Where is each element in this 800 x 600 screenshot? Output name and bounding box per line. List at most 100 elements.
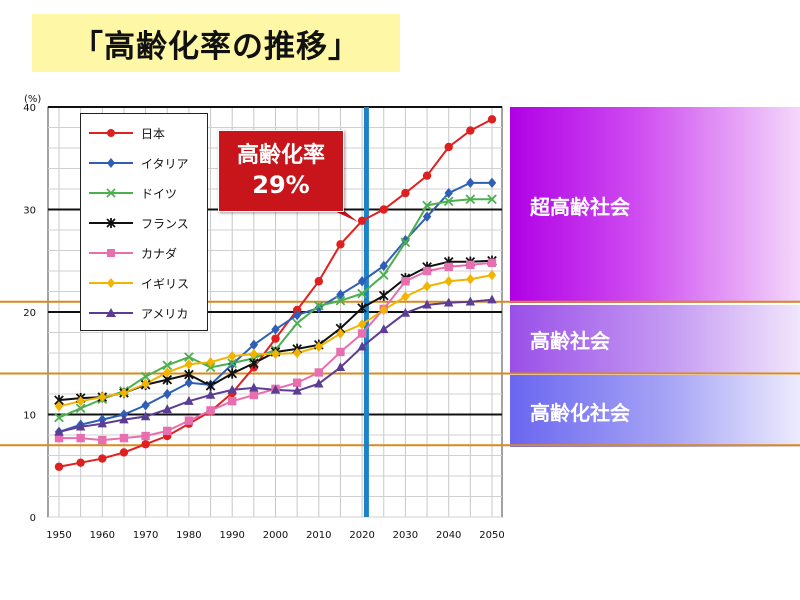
x-tick-label: 1980 [176,530,201,541]
x-tick-label: 1960 [90,530,115,541]
data-point-4-7 [206,406,215,415]
x-tick-label: 1970 [133,530,158,541]
data-point-0-17 [422,171,432,180]
data-point-6-10 [270,384,281,394]
legend-item: カナダ [87,238,207,268]
data-point-6-7 [205,389,216,399]
band-aging-society: 高齢化社会 [510,375,800,447]
data-point-0-1 [76,458,85,467]
y-tick-label: 20 [23,308,36,319]
callout-title: 高齢化率 [236,143,325,168]
data-point-2-12 [313,301,324,311]
data-point-0-10 [271,334,280,343]
data-point-2-13 [335,295,346,306]
data-point-4-11 [292,378,302,387]
data-point-6-5 [162,404,172,414]
data-point-2-17 [422,200,432,211]
data-point-5-14 [357,319,367,330]
data-point-1-19 [466,177,475,189]
band-label-super-aged: 超高齢社会 [530,194,630,219]
x-tick-label: 2030 [393,530,418,541]
data-point-1-16 [401,235,410,246]
data-point-1-13 [336,289,345,300]
data-point-0-2 [98,454,107,463]
data-point-2-16 [400,237,411,248]
data-point-1-9 [249,339,259,350]
data-point-0-12 [314,277,323,286]
data-point-5-19 [466,274,475,285]
data-point-0-20 [487,115,497,124]
data-point-4-14 [357,329,367,338]
legend-item: イギリス [87,268,207,298]
data-point-6-11 [292,385,302,395]
legend-label: ドイツ [141,186,178,201]
legend-label: アメリカ [141,306,189,321]
data-point-6-16 [400,307,411,317]
data-point-5-9 [249,348,259,360]
band-label-aged: 高齢社会 [530,328,610,353]
data-point-1-18 [444,187,453,199]
y-tick-label: 0 [30,513,36,524]
data-point-5-3 [119,387,129,399]
legend-label: イタリア [141,156,189,171]
data-point-2-6 [184,352,194,362]
band-aged-society: 高齢社会 [510,305,800,373]
data-point-5-4 [141,378,150,389]
legend-item: 日本 [87,118,207,148]
data-point-6-6 [184,395,194,405]
data-point-1-4 [141,400,150,411]
callout-value: 29% [252,171,310,199]
band-label-aging: 高齢化社会 [530,400,630,425]
x-tick-label: 2050 [479,530,504,541]
data-point-0-16 [401,188,410,198]
data-point-5-8 [228,350,237,362]
data-point-0-4 [141,440,150,449]
data-point-2-11 [292,318,302,329]
data-point-4-5 [163,426,172,436]
y-axis-label: (%) [24,94,41,105]
data-point-6-8 [227,384,237,394]
page-title: 「高齢化率の推移」 [72,28,360,65]
data-point-0-0 [54,462,64,471]
data-point-4-1 [76,433,85,443]
legend-label: 日本 [141,126,166,141]
data-point-3-6 [184,369,194,380]
data-point-0-3 [119,448,129,457]
legend-label: カナダ [141,246,178,261]
data-point-5-11 [292,347,302,359]
chart-legend: 日本イタリアドイツフランスカナダイギリスアメリカ [80,113,208,331]
data-point-6-15 [379,324,389,334]
data-point-5-12 [314,341,323,353]
title-box: 「高齢化率の推移」 [32,14,400,72]
data-point-5-5 [163,367,172,378]
data-point-5-6 [184,359,194,370]
data-point-4-20 [487,258,497,267]
data-point-3-14 [357,302,367,314]
y-tick-label: 40 [23,103,36,114]
data-point-6-18 [444,297,454,307]
x-tick-label: 1950 [46,530,71,541]
data-point-6-1 [75,421,86,431]
data-point-2-14 [357,288,367,299]
data-point-6-4 [140,411,151,421]
data-point-4-2 [98,435,107,445]
data-point-4-8 [228,396,237,406]
y-tick-label: 30 [23,206,36,217]
band-super-aged-society: 超高齢社会 [510,107,800,303]
data-point-2-8 [227,358,238,369]
data-point-4-17 [422,266,432,276]
legend-item: フランス [87,208,207,238]
data-point-5-1 [76,395,85,407]
data-point-4-16 [401,277,410,286]
data-point-4-18 [444,262,453,272]
legend-symbol [89,218,133,228]
data-point-2-19 [465,194,476,205]
data-point-1-11 [292,309,302,321]
legend-label: イギリス [141,276,190,291]
data-point-1-15 [379,260,388,272]
data-point-5-18 [444,276,453,287]
data-point-1-12 [314,302,323,314]
data-point-2-5 [162,360,173,371]
data-point-5-15 [379,304,388,316]
x-tick-label: 1990 [219,530,244,541]
